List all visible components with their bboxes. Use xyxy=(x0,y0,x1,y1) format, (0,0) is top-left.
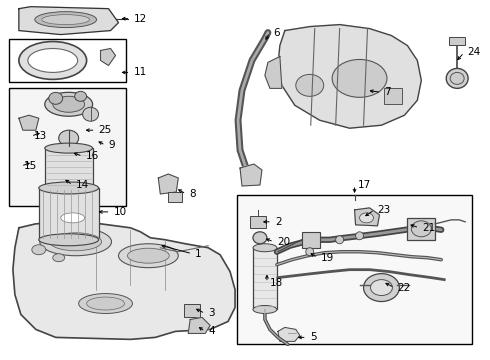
Text: 23: 23 xyxy=(377,205,391,215)
Ellipse shape xyxy=(446,68,468,88)
Ellipse shape xyxy=(450,72,464,84)
Text: 15: 15 xyxy=(24,161,37,171)
Ellipse shape xyxy=(35,12,97,28)
Ellipse shape xyxy=(253,306,277,314)
Text: 3: 3 xyxy=(208,309,215,319)
Ellipse shape xyxy=(42,15,90,24)
Ellipse shape xyxy=(45,183,93,193)
Ellipse shape xyxy=(19,41,87,80)
Ellipse shape xyxy=(83,107,98,121)
Polygon shape xyxy=(19,115,39,130)
Text: 16: 16 xyxy=(86,151,99,161)
Bar xyxy=(250,216,266,228)
Text: 6: 6 xyxy=(273,28,279,37)
Text: 21: 21 xyxy=(422,223,436,233)
Text: 12: 12 xyxy=(133,14,147,24)
Ellipse shape xyxy=(45,92,93,116)
Text: 24: 24 xyxy=(467,48,480,58)
Ellipse shape xyxy=(74,91,87,101)
Ellipse shape xyxy=(53,254,65,262)
Ellipse shape xyxy=(332,59,387,97)
Bar xyxy=(168,192,182,202)
Text: 14: 14 xyxy=(75,180,89,190)
Polygon shape xyxy=(355,208,379,226)
Polygon shape xyxy=(158,174,178,194)
Text: 5: 5 xyxy=(310,332,317,342)
Text: 7: 7 xyxy=(385,87,391,97)
Ellipse shape xyxy=(39,182,98,194)
Polygon shape xyxy=(13,222,235,339)
Bar xyxy=(385,88,402,104)
Ellipse shape xyxy=(28,49,77,72)
Bar xyxy=(39,188,98,240)
Ellipse shape xyxy=(412,221,431,237)
Text: 1: 1 xyxy=(195,249,202,259)
Text: 25: 25 xyxy=(98,125,112,135)
Ellipse shape xyxy=(336,236,343,244)
Bar xyxy=(9,88,126,206)
Polygon shape xyxy=(278,24,421,128)
Text: 17: 17 xyxy=(358,180,371,190)
Polygon shape xyxy=(265,57,282,88)
Ellipse shape xyxy=(127,248,169,263)
Bar xyxy=(45,148,93,188)
Text: 4: 4 xyxy=(208,327,215,336)
Ellipse shape xyxy=(40,228,112,256)
Ellipse shape xyxy=(78,293,132,314)
Text: 20: 20 xyxy=(277,237,290,247)
Ellipse shape xyxy=(119,244,178,268)
Ellipse shape xyxy=(253,244,277,252)
Ellipse shape xyxy=(370,280,392,296)
Text: 9: 9 xyxy=(108,140,115,150)
Ellipse shape xyxy=(49,92,63,104)
Polygon shape xyxy=(188,318,210,333)
Ellipse shape xyxy=(39,234,98,246)
Bar xyxy=(302,232,319,248)
Bar xyxy=(184,303,200,318)
Ellipse shape xyxy=(360,213,373,223)
Ellipse shape xyxy=(356,232,364,240)
Ellipse shape xyxy=(306,248,314,256)
Ellipse shape xyxy=(45,143,93,153)
Polygon shape xyxy=(240,164,262,186)
Ellipse shape xyxy=(364,274,399,302)
Ellipse shape xyxy=(253,232,267,244)
Ellipse shape xyxy=(55,209,91,227)
Text: 2: 2 xyxy=(275,217,282,227)
Text: 19: 19 xyxy=(321,253,334,263)
Ellipse shape xyxy=(59,130,78,146)
Bar xyxy=(407,218,435,240)
Polygon shape xyxy=(278,328,300,341)
Text: 18: 18 xyxy=(270,278,283,288)
Ellipse shape xyxy=(50,233,101,251)
Ellipse shape xyxy=(32,245,46,255)
Ellipse shape xyxy=(61,213,85,223)
Ellipse shape xyxy=(53,96,85,112)
Text: 8: 8 xyxy=(189,189,196,199)
Polygon shape xyxy=(100,49,116,66)
Text: 13: 13 xyxy=(34,131,47,141)
Ellipse shape xyxy=(296,75,324,96)
Text: 22: 22 xyxy=(397,283,411,293)
Text: 10: 10 xyxy=(114,207,126,217)
Ellipse shape xyxy=(87,297,124,310)
Polygon shape xyxy=(19,7,119,35)
Bar xyxy=(449,37,465,45)
Bar xyxy=(253,248,277,310)
Bar xyxy=(237,195,472,345)
Bar xyxy=(9,39,126,82)
Text: 11: 11 xyxy=(133,67,147,77)
